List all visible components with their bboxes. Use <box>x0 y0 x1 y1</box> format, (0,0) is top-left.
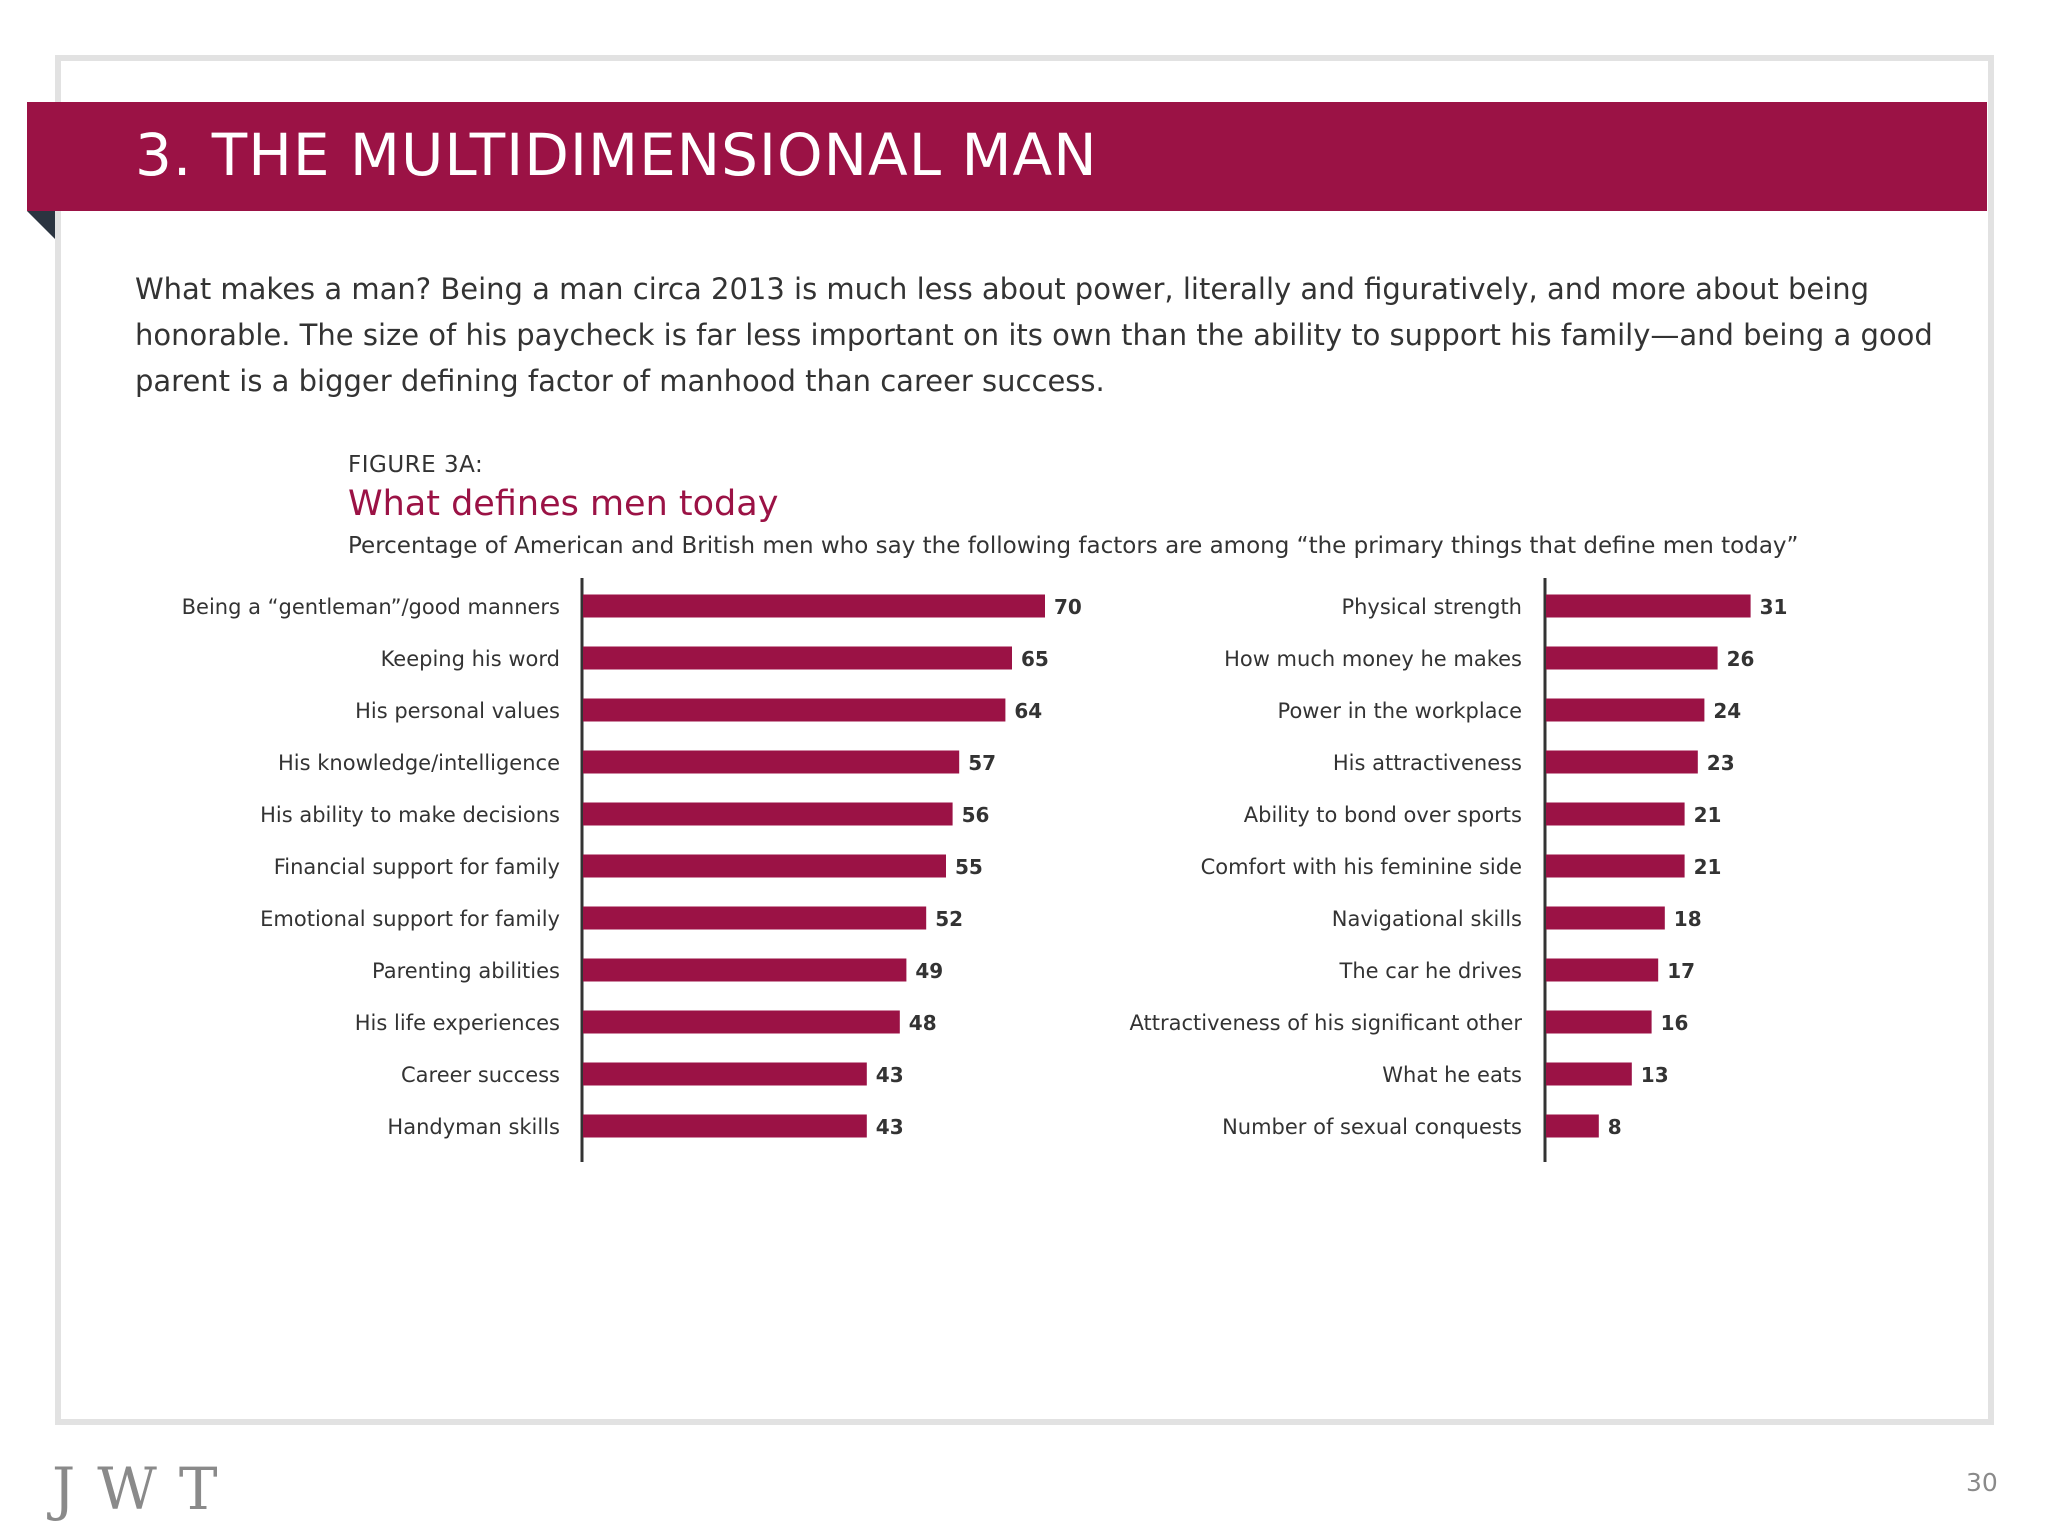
category-label: Number of sexual conquests <box>1222 1115 1522 1139</box>
category-label: His ability to make decisions <box>260 803 560 827</box>
category-label: Emotional support for family <box>260 907 560 931</box>
figure-title: What defines men today <box>348 484 779 524</box>
bar <box>583 906 927 930</box>
jwt-logo: JWT <box>52 1455 240 1523</box>
bar <box>1546 594 1751 618</box>
category-label: His attractiveness <box>1333 751 1522 775</box>
bar <box>583 1010 900 1034</box>
bar <box>583 854 946 878</box>
bar <box>1546 1062 1632 1086</box>
value-label: 8 <box>1608 1115 1622 1139</box>
bar <box>1546 1010 1652 1034</box>
value-label: 65 <box>1021 647 1049 671</box>
value-label: 18 <box>1674 907 1702 931</box>
category-label: Keeping his word <box>381 647 560 671</box>
value-label: 17 <box>1667 959 1695 983</box>
category-label: Ability to bond over sports <box>1244 803 1522 827</box>
category-label: His personal values <box>355 699 560 723</box>
bar <box>583 750 960 774</box>
bar <box>583 1114 867 1138</box>
value-label: 52 <box>935 907 963 931</box>
banner-fold <box>27 211 55 239</box>
bar <box>1546 958 1659 982</box>
category-label: The car he drives <box>1339 959 1522 983</box>
category-label: Attractiveness of his significant other <box>1130 1011 1523 1035</box>
bar <box>583 698 1006 722</box>
category-label: Physical strength <box>1341 595 1522 619</box>
bar <box>1546 750 1698 774</box>
value-label: 48 <box>909 1011 937 1035</box>
bar <box>583 594 1045 618</box>
slide-frame <box>55 55 1994 1425</box>
category-label: Comfort with his feminine side <box>1201 855 1522 879</box>
bar <box>583 646 1012 670</box>
category-label: Power in the workplace <box>1278 699 1522 723</box>
bar <box>1546 698 1705 722</box>
page-number: 30 <box>1966 1468 1998 1497</box>
category-label: What he eats <box>1382 1063 1522 1087</box>
category-label: Navigational skills <box>1332 907 1522 931</box>
value-label: 23 <box>1707 751 1735 775</box>
value-label: 13 <box>1641 1063 1669 1087</box>
bar <box>1546 802 1685 826</box>
category-label: How much money he makes <box>1224 647 1522 671</box>
category-label: His life experiences <box>355 1011 560 1035</box>
category-label: Financial support for family <box>274 855 560 879</box>
value-label: 43 <box>876 1063 904 1087</box>
value-label: 43 <box>876 1115 904 1139</box>
bar <box>1546 854 1685 878</box>
bar <box>583 802 953 826</box>
value-label: 24 <box>1713 699 1741 723</box>
value-label: 55 <box>955 855 983 879</box>
value-label: 57 <box>968 751 996 775</box>
value-label: 21 <box>1694 803 1722 827</box>
category-label: Handyman skills <box>387 1115 560 1139</box>
figure-subtitle: Percentage of American and British men w… <box>348 533 1799 559</box>
title-banner <box>27 102 1987 211</box>
bar <box>1546 906 1665 930</box>
bar <box>1546 646 1718 670</box>
value-label: 49 <box>915 959 943 983</box>
bar <box>583 958 907 982</box>
value-label: 16 <box>1661 1011 1689 1035</box>
figure-label: FIGURE 3A: <box>348 452 484 478</box>
page-title: 3. THE MULTIDIMENSIONAL MAN <box>135 121 1098 189</box>
value-label: 70 <box>1054 595 1082 619</box>
bar <box>583 1062 867 1086</box>
bar <box>1546 1114 1599 1138</box>
value-label: 64 <box>1014 699 1042 723</box>
category-label: Parenting abilities <box>372 959 560 983</box>
category-label: Being a “gentleman”/good manners <box>182 595 560 619</box>
value-label: 31 <box>1760 595 1788 619</box>
value-label: 21 <box>1694 855 1722 879</box>
value-label: 26 <box>1727 647 1755 671</box>
category-label: Career success <box>401 1063 560 1087</box>
value-label: 56 <box>962 803 990 827</box>
category-label: His knowledge/intelligence <box>278 751 560 775</box>
intro-paragraph: What makes a man? Being a man circa 2013… <box>135 272 1933 398</box>
